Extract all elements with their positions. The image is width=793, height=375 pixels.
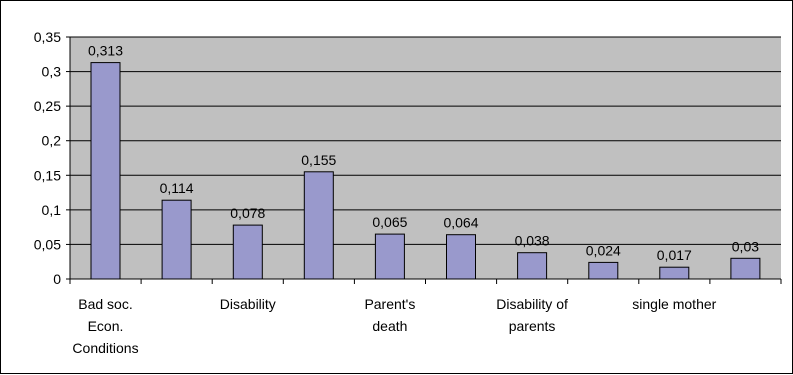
data-label: 0,017 [657,247,692,263]
bar [446,234,476,280]
x-tick-label-line: Econ. [88,318,124,334]
data-label: 0,038 [515,233,550,249]
x-tick-label-line: parents [509,318,556,334]
y-tick-label: 0,25 [34,98,61,114]
x-tick-label-line: Conditions [72,340,138,356]
x-tick-label: Disability of parents [496,296,568,334]
x-tick-label-line: death [372,318,407,334]
bar [588,261,619,280]
x-tick-label-line: Parent's [364,296,415,312]
data-label: 0,024 [586,242,621,258]
x-tick-label: Parent's death [364,296,415,334]
bar [303,171,334,280]
y-tick-label: 0,15 [34,167,61,183]
x-tick-label-line: Bad soc. [78,296,132,312]
x-tick-label: Disability [220,296,276,312]
y-tick-label: 0,05 [34,236,61,252]
bar [517,252,548,280]
bar [659,266,690,280]
bar [90,62,121,280]
y-tick-label: 0,35 [34,29,61,45]
data-label: 0,064 [443,215,478,231]
bar [161,199,192,280]
data-label: 0,155 [301,152,336,168]
x-tick-label-line: Disability [220,296,276,312]
bar [374,233,405,280]
x-tick-label-line: single mother [632,296,716,312]
bar [232,224,263,280]
x-tick-label: Bad soc. Econ. Conditions [72,296,138,356]
y-tick-label: 0,1 [42,202,62,218]
x-tick-label: single mother [632,296,716,312]
data-label: 0,078 [230,205,265,221]
y-tick-label: 0,2 [42,133,62,149]
y-tick-label: 0 [53,271,61,287]
bar [730,257,761,280]
data-label: 0,03 [732,238,759,254]
data-label: 0,065 [372,214,407,230]
data-label: 0,313 [88,43,123,59]
y-tick-label: 0,3 [42,64,62,80]
x-tick-label-line: Disability of [496,296,568,312]
data-label: 0,114 [160,180,194,196]
